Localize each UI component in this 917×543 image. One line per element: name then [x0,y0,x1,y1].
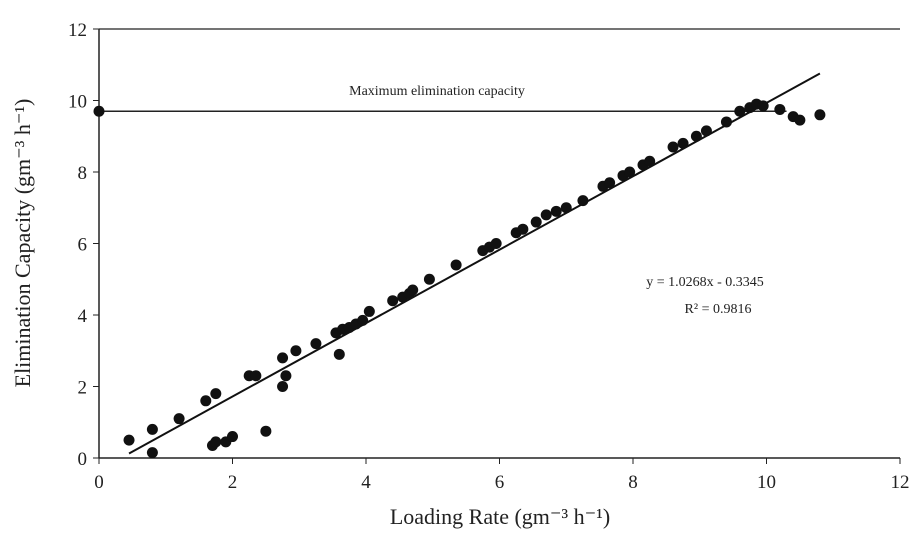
point [407,284,419,296]
y-tick-label: 10 [68,92,87,113]
x-tick-label: 8 [628,472,638,493]
point [530,216,542,228]
point [363,305,375,317]
point [277,352,289,364]
point [200,395,212,407]
point [290,345,302,357]
point [560,202,572,214]
point [210,436,222,448]
point [677,137,689,149]
point [123,434,135,446]
point [624,166,636,178]
point [690,130,702,142]
point [146,447,158,459]
trendline [128,72,821,455]
point [774,103,786,115]
point [604,177,616,189]
reference-label: Maximum elimination capacity [349,84,525,99]
x-tick-label: 4 [361,472,371,493]
point [227,431,238,443]
point [387,295,399,307]
point [250,370,262,382]
point [310,338,322,350]
x-tick-label: 10 [757,472,776,493]
y-tick-label: 4 [78,306,88,327]
point [794,114,806,126]
point [450,259,462,271]
point [550,205,562,217]
point [734,105,746,117]
point [540,209,552,221]
point [577,195,589,207]
point [700,125,712,137]
x-axis-title: Loading Rate (gm⁻³ h⁻¹) [390,504,610,529]
point [720,116,732,128]
point [146,423,158,435]
y-tick-label: 2 [78,378,88,399]
y-axis-title: Elimination Capacity (gm⁻³ h⁻¹) [10,99,35,388]
point [210,388,222,400]
point [814,109,826,121]
y-tick-label: 6 [78,235,88,256]
x-tick-label: 2 [228,472,238,493]
point [93,105,105,117]
y-tick-label: 0 [78,449,88,470]
point [517,223,529,235]
point [333,348,345,360]
point [644,155,656,167]
y-tick-label: 8 [78,163,88,184]
point [423,273,435,285]
point [357,314,369,326]
point [757,100,769,112]
trend-equation: y = 1.0268x - 0.3345 [646,275,764,290]
x-tick-label: 0 [94,472,104,493]
point [173,413,185,425]
point [277,381,289,392]
point [280,370,292,382]
x-tick-label: 6 [495,472,505,493]
point [667,141,679,153]
y-tick-label: 12 [68,20,87,41]
x-tick-label: 12 [891,472,910,493]
trend-r2: R² = 0.9816 [685,302,752,317]
point [490,238,502,249]
point [260,425,272,437]
